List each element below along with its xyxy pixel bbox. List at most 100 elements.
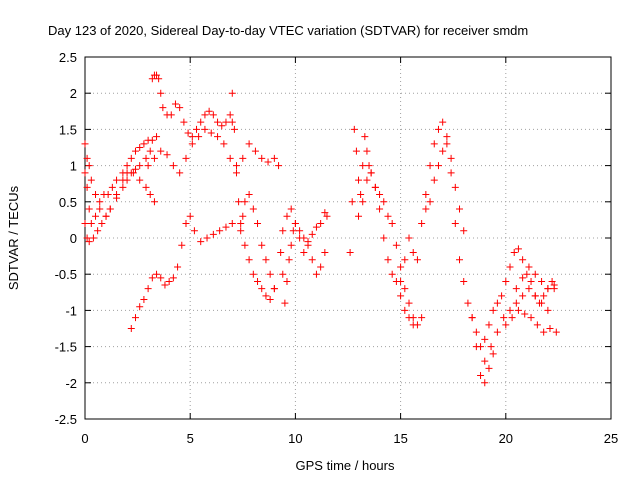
data-point [214, 118, 222, 126]
data-point [477, 343, 485, 351]
data-point [355, 176, 363, 184]
data-point [142, 154, 150, 162]
data-point [266, 270, 274, 278]
data-point [178, 241, 186, 249]
series-track-d [148, 71, 236, 141]
data-point [388, 220, 396, 228]
data-point [228, 220, 236, 228]
data-point [418, 314, 426, 322]
data-point [146, 191, 154, 199]
data-point [119, 183, 127, 191]
y-tick-label: 1.5 [59, 122, 77, 137]
data-point [472, 328, 480, 336]
data-point [296, 227, 304, 235]
data-point [258, 285, 266, 293]
y-tick-label: -0.5 [55, 267, 77, 282]
data-point [405, 299, 413, 307]
data-point [266, 296, 274, 304]
data-point [346, 248, 354, 256]
series-track-g [228, 89, 278, 293]
data-point [251, 147, 259, 155]
data-point [405, 234, 413, 242]
data-point [447, 154, 455, 162]
data-point [258, 241, 266, 249]
series-track-f [144, 125, 283, 177]
data-point [285, 256, 293, 264]
data-point [359, 162, 367, 170]
data-point [447, 169, 455, 177]
data-point [317, 220, 325, 228]
data-point [317, 263, 325, 271]
data-point [291, 220, 299, 228]
data-point [519, 256, 527, 264]
data-point [239, 154, 247, 162]
data-point [258, 154, 266, 162]
data-point [104, 191, 112, 199]
data-point [203, 234, 211, 242]
data-point [550, 281, 558, 289]
data-point [237, 220, 245, 228]
data-point [123, 176, 131, 184]
data-point [308, 230, 316, 238]
data-point [367, 169, 375, 177]
data-point [434, 125, 442, 133]
data-point [275, 162, 283, 170]
data-point [136, 176, 144, 184]
x-tick-label: 25 [604, 431, 618, 446]
series-track-l [355, 169, 417, 329]
data-point [426, 162, 434, 170]
data-point [241, 241, 249, 249]
data-point [506, 263, 514, 271]
data-point [401, 256, 409, 264]
data-point [150, 154, 158, 162]
data-point [493, 328, 501, 336]
data-point [232, 162, 240, 170]
data-point [283, 212, 291, 220]
data-point [361, 133, 369, 141]
data-point [184, 129, 192, 137]
data-point [150, 198, 158, 206]
series-track-n [422, 140, 497, 387]
data-point [264, 158, 272, 166]
data-point [397, 277, 405, 285]
data-point [157, 147, 165, 155]
data-point [222, 118, 230, 126]
data-point [207, 129, 215, 137]
data-point [254, 277, 262, 285]
data-point [371, 183, 379, 191]
data-point [96, 205, 104, 213]
data-point [359, 198, 367, 206]
data-point [300, 234, 308, 242]
data-point [512, 299, 520, 307]
data-point [451, 220, 459, 228]
data-point [456, 205, 464, 213]
data-point [157, 89, 165, 97]
data-point [401, 285, 409, 293]
data-point [131, 314, 139, 322]
data-point [456, 256, 464, 264]
data-point [142, 183, 150, 191]
series-track-j [279, 205, 329, 246]
data-point [92, 191, 100, 199]
data-point [127, 169, 135, 177]
data-point [209, 111, 217, 119]
data-point [502, 321, 510, 329]
data-point [485, 321, 493, 329]
data-point [279, 227, 287, 235]
data-point [392, 241, 400, 249]
data-point [531, 270, 539, 278]
data-point [140, 296, 148, 304]
data-point [188, 140, 196, 148]
series-track-h [237, 227, 278, 304]
data-point [205, 107, 213, 115]
data-point [430, 176, 438, 184]
data-point [113, 176, 121, 184]
data-point [201, 111, 209, 119]
data-point [464, 299, 472, 307]
data-point [123, 162, 131, 170]
data-point [289, 227, 297, 235]
data-point [161, 281, 169, 289]
data-point [489, 306, 497, 314]
data-point [197, 118, 205, 126]
data-point [477, 372, 485, 380]
